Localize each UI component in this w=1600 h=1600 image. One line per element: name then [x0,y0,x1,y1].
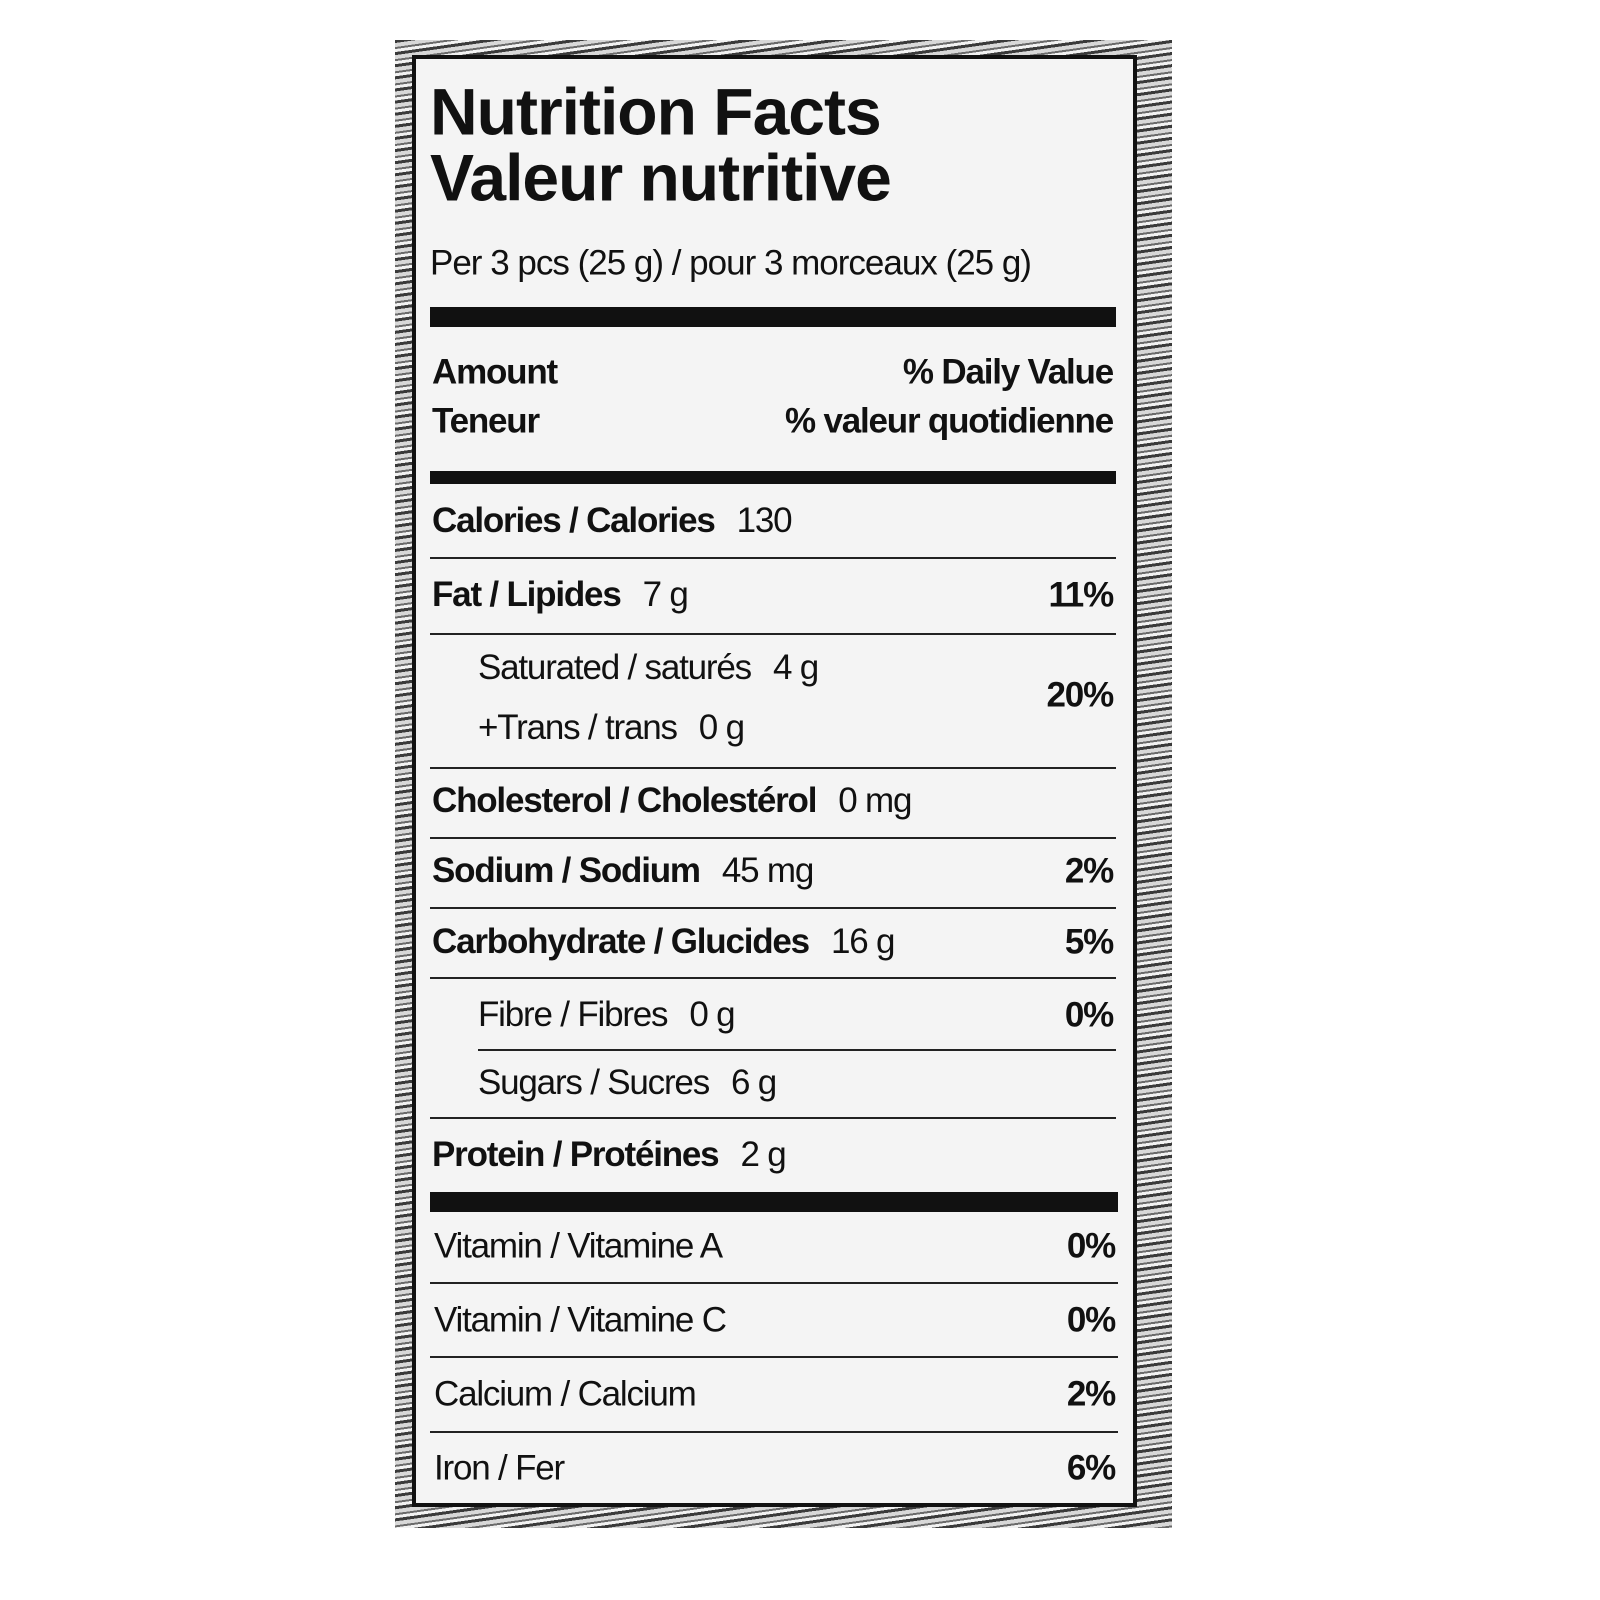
daily-value: 6% [1067,1448,1116,1487]
daily-value: 11% [1048,575,1114,614]
thick-rule [430,307,1116,327]
row: Sugars / Sucres 6 g [478,1063,776,1102]
title: Nutrition Facts [430,74,881,148]
amount: 0 g [699,708,744,747]
thick-rule [430,1192,1118,1212]
amount: 45 mg [722,851,813,890]
nutrient: Carbohydrate / Glucides [432,922,810,961]
row: Cholesterol / Cholestérol 0 mg [432,781,911,820]
daily-value: 0% [1067,1226,1116,1265]
title-fr: Valeur nutritive [430,140,891,214]
nutrient: Protein / Protéines [432,1135,719,1174]
amount: 0 mg [838,781,911,820]
amount: 130 [737,501,793,540]
nutrient: Cholesterol / Cholestérol [432,781,816,820]
amount-header-fr: Teneur [432,401,540,440]
vitamin: Calcium / Calcium [434,1374,696,1413]
row: Protein / Protéines 2 g [432,1135,786,1174]
row: Calories / Calories 130 [432,501,792,540]
nutrient: Sodium / Sodium [432,851,700,890]
row: +Trans / trans 0 g [478,708,744,747]
dv-header-fr: % valeur quotidienne [785,401,1114,440]
label-box [412,55,1137,1507]
daily-value: 5% [1065,922,1114,961]
thick-rule [430,471,1116,484]
vitamin: Vitamin / Vitamine A [434,1226,724,1265]
amount: 6 g [731,1063,776,1102]
amount: 0 g [689,995,734,1034]
row: Carbohydrate / Glucides 16 g [432,922,894,961]
amount: 4 g [773,648,818,687]
nutrient: +Trans / trans [478,708,677,747]
amount: 16 g [831,922,894,961]
vitamin: Vitamin / Vitamine C [434,1300,726,1339]
row: Saturated / saturés 4 g [478,648,818,687]
daily-value: 20% [1047,675,1115,714]
row: Fibre / Fibres 0 g [478,995,734,1034]
nutrient: Sugars / Sucres [478,1063,710,1102]
nutrient: Fibre / Fibres [478,995,668,1034]
daily-value: 2% [1067,1374,1116,1413]
row: Fat / Lipides 7 g [432,575,688,614]
row: Sodium / Sodium 45 mg [432,851,813,890]
serving: Per 3 pcs (25 g) / pour 3 morceaux (25 g… [430,243,1031,282]
daily-value: 0% [1065,995,1114,1034]
dv-header: % Daily Value [903,352,1114,391]
nutrient: Saturated / saturés [478,648,752,687]
amount: 7 g [643,575,688,614]
daily-value: 0% [1067,1300,1116,1339]
nutrient: Calories / Calories [432,501,715,540]
vitamin: Iron / Fer [434,1448,566,1487]
daily-value: 2% [1065,851,1114,890]
amount-header: Amount [432,352,559,391]
nutrient: Fat / Lipides [432,575,621,614]
amount: 2 g [740,1135,785,1174]
